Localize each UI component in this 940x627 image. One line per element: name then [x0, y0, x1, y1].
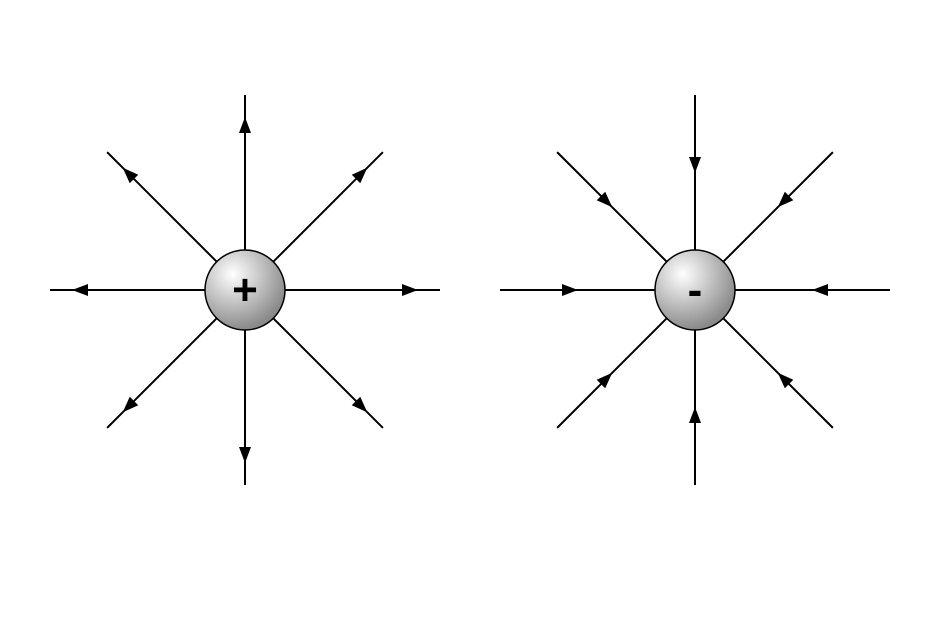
field-arrowhead: [689, 157, 701, 173]
field-arrowhead: [812, 284, 828, 296]
field-arrowhead: [402, 284, 418, 296]
field-arrowhead: [239, 117, 251, 133]
electric-field-diagram: +-: [0, 0, 940, 627]
field-arrowhead: [689, 407, 701, 423]
field-arrowhead: [562, 284, 578, 296]
field-arrowhead: [72, 284, 88, 296]
charge-negative: -: [500, 95, 890, 485]
charge-positive: +: [50, 95, 440, 485]
charge-label: +: [232, 266, 258, 315]
field-arrowhead: [239, 447, 251, 463]
charge-label: -: [688, 266, 703, 315]
